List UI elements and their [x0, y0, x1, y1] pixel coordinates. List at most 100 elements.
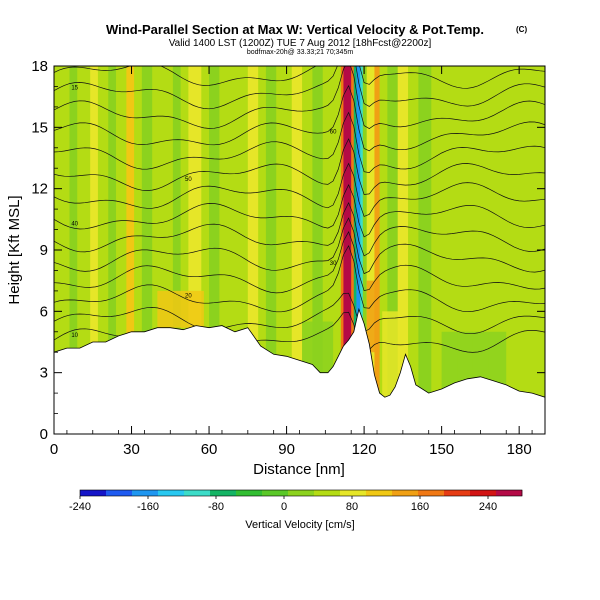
y-tick-label: 15: [31, 119, 48, 136]
y-axis-ticks: 0 3 6 9 12 15 18: [31, 58, 545, 443]
y-tick-label: 6: [40, 303, 48, 320]
contour-label: 50: [185, 177, 192, 183]
x-tick-label: 120: [352, 441, 377, 458]
velocity-band: [431, 66, 445, 434]
x-tick-label: 90: [278, 441, 295, 458]
colorbar-swatch: [392, 490, 419, 496]
velocity-patch: [382, 311, 401, 398]
velocity-band: [353, 66, 357, 434]
colorbar-swatch: [470, 490, 497, 496]
colorbar-tick-label: -160: [137, 501, 159, 513]
y-tick-label: 12: [31, 181, 48, 198]
colorbar-tick-label: 0: [281, 501, 287, 513]
velocity-band: [397, 66, 409, 434]
velocity-band: [374, 66, 381, 434]
chart-title: Wind-Parallel Section at Max W: Vertical…: [106, 22, 484, 37]
theta-contour: [54, 217, 545, 275]
colorbar-swatch: [262, 490, 289, 496]
colorbar-swatch: [158, 490, 185, 496]
x-axis-ticks: 0 30 60 90 120 150 180: [50, 66, 533, 458]
colorbar-swatch: [80, 490, 107, 496]
x-tick-label: 0: [50, 441, 58, 458]
colorbar-swatch: [314, 490, 341, 496]
velocity-band: [302, 66, 313, 434]
velocity-band: [333, 66, 342, 434]
colorbar-tick-label: 160: [411, 501, 429, 513]
y-tick-label: 0: [40, 426, 48, 443]
velocity-band: [201, 66, 210, 434]
colorbar-swatch: [418, 490, 445, 496]
velocity-band: [77, 66, 91, 434]
colorbar-swatch: [236, 490, 263, 496]
colorbar-swatch: [288, 490, 315, 496]
velocity-band: [162, 66, 174, 434]
velocity-band: [258, 66, 267, 434]
velocity-band: [247, 66, 259, 434]
velocity-band: [312, 66, 324, 434]
velocity-band: [172, 66, 182, 434]
colorbar-tick-label: 80: [346, 501, 358, 513]
velocity-band: [291, 66, 303, 434]
colorbar-swatch: [210, 490, 237, 496]
velocity-band: [180, 66, 189, 434]
colorbar-label: Vertical Velocity [cm/s]: [245, 519, 354, 531]
theta-contour: [54, 202, 545, 257]
colorbar-frame: [79, 489, 523, 497]
contour-label: 40: [71, 221, 78, 227]
velocity-band: [209, 66, 220, 434]
theta-contour: [54, 84, 545, 152]
y-tick-label: 3: [40, 365, 48, 382]
colorbar-swatch: [444, 490, 471, 496]
velocity-band: [343, 66, 348, 434]
colorbar-swatch: [106, 490, 133, 496]
x-tick-label: 60: [201, 441, 218, 458]
velocity-patch: [366, 280, 380, 353]
y-axis-label: Height [Kft MSL]: [6, 195, 23, 304]
colorbar-tick-label: -240: [69, 501, 91, 513]
colorbar-tick-label: -80: [208, 501, 224, 513]
velocity-band: [362, 66, 368, 434]
theta-contour: [54, 66, 545, 110]
colorbar-tick-label: 240: [479, 501, 497, 513]
contour-label: 60: [330, 130, 337, 136]
contour-label: 20: [185, 293, 192, 299]
x-tick-label: 180: [507, 441, 532, 458]
theta-contour: [54, 66, 545, 89]
theta-contour: [54, 292, 545, 335]
velocity-band: [97, 66, 109, 434]
colorbar-swatch: [184, 490, 211, 496]
contour-label: 15: [71, 86, 78, 92]
chart-subtitle: Valid 1400 LST (1200Z) TUE 7 Aug 2012 [1…: [169, 38, 432, 49]
terrain: [54, 307, 545, 434]
colorbar-swatch: [132, 490, 159, 496]
theta-contour: [54, 231, 545, 294]
theta-contour: [54, 162, 545, 217]
velocity-band: [219, 66, 231, 434]
contour-label: 30: [330, 261, 337, 267]
contour-label: 10: [71, 333, 78, 339]
velocity-band: [526, 66, 545, 434]
chart-subtitle-2: bodfmax-20h@ 33.33;21 70;345m: [247, 49, 354, 56]
velocity-band: [265, 66, 277, 434]
velocity-band: [340, 66, 344, 434]
velocity-band: [126, 66, 135, 434]
velocity-band: [508, 66, 528, 434]
theta-contour: [54, 184, 545, 238]
colorbar-swatch: [366, 490, 393, 496]
theta-contour: [54, 111, 545, 173]
velocity-band: [379, 66, 388, 434]
velocity-patch: [157, 290, 204, 328]
velocity-band: [387, 66, 399, 434]
theta-contour: [54, 66, 545, 130]
velocity-band: [108, 66, 117, 434]
colorbar-swatch: [340, 490, 367, 496]
velocity-band: [69, 66, 78, 434]
y-tick-label: 18: [31, 58, 48, 75]
y-tick-label: 9: [40, 242, 48, 259]
colorbar: -240 -160 -80 0 80 160 240: [69, 489, 523, 513]
velocity-band: [116, 66, 127, 434]
copyright-mark: (C): [516, 25, 527, 34]
plot-area: 10 20 30 40 50 60 15: [54, 66, 545, 434]
x-tick-label: 30: [123, 441, 140, 458]
